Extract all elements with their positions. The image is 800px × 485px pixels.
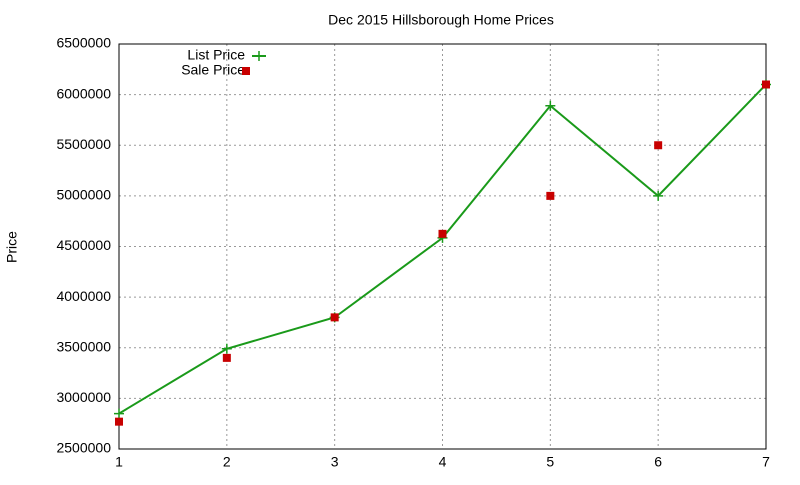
legend-label: Sale Price (181, 62, 245, 78)
point (222, 353, 231, 362)
y-tick-label: 5500000 (56, 136, 111, 152)
y-tick-label: 3000000 (56, 389, 111, 405)
y-tick-label: 3500000 (56, 338, 111, 354)
legend-marker (242, 67, 250, 75)
y-tick-label: 4500000 (56, 237, 111, 253)
chart-title: Dec 2015 Hillsborough Home Prices (328, 12, 554, 28)
point (438, 229, 447, 238)
y-tick-label: 4000000 (56, 288, 111, 304)
y-axis-label: Price (4, 231, 20, 263)
point (546, 191, 555, 200)
legend-label: List Price (187, 47, 245, 63)
point (762, 80, 770, 89)
y-tick-label: 6000000 (56, 85, 111, 101)
x-tick-label: 4 (439, 454, 447, 470)
point (115, 417, 123, 426)
x-tick-label: 3 (331, 454, 339, 470)
x-tick-label: 5 (546, 454, 554, 470)
x-tick-label: 7 (762, 454, 770, 470)
y-tick-label: 6500000 (56, 35, 111, 51)
x-tick-label: 2 (223, 454, 231, 470)
y-tick-label: 5000000 (56, 187, 111, 203)
legend-marker (254, 51, 264, 61)
point (330, 313, 339, 322)
point (545, 100, 556, 111)
plot-border (118, 43, 767, 450)
point (114, 408, 124, 419)
x-tick-label: 6 (654, 454, 662, 470)
point (653, 190, 664, 201)
point (221, 343, 232, 354)
x-tick-label: 1 (115, 454, 123, 470)
y-tick-label: 2500000 (56, 440, 111, 456)
point (654, 141, 663, 150)
